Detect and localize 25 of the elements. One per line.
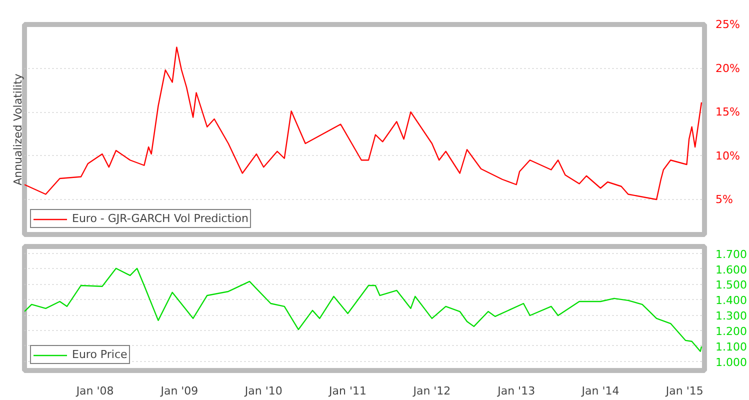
x-tick-label: Jan '13 [496,384,536,398]
y-tick-label: 1.000 [716,356,747,369]
y-tick-label: 1.200 [716,324,747,338]
y-tick-label: 10% [716,149,740,162]
y-tick-label: 1.500 [716,278,747,292]
y-tick-label: 1.700 [716,248,747,261]
y-tick-label: 1.300 [716,310,747,323]
y-tick-label: 20% [716,62,740,75]
y-tick-label: 15% [716,106,740,118]
x-tick-label: Jan '09 [160,384,198,398]
x-tick-label: Jan '15 [664,384,704,398]
legend-label: Euro - GJR-GARCH Vol Prediction [72,212,248,225]
y-tick-label: 1.100 [716,340,747,354]
x-tick-label: Jan '10 [244,384,282,398]
x-tick-label: Jan '11 [328,384,367,398]
y-tick-label: 25% [716,18,740,31]
y-tick-label: 5% [716,193,733,206]
y-axis-title: Annualized Volatility [12,73,24,186]
legend-label: Euro Price [72,348,128,361]
y-tick-label: 1.400 [716,294,747,308]
y-tick-label: 1.600 [716,263,747,276]
line-series [24,46,702,200]
x-tick-label: Jan '12 [412,384,451,398]
x-tick-label: Jan '14 [580,384,620,398]
x-tick-label: Jan '08 [75,384,114,398]
